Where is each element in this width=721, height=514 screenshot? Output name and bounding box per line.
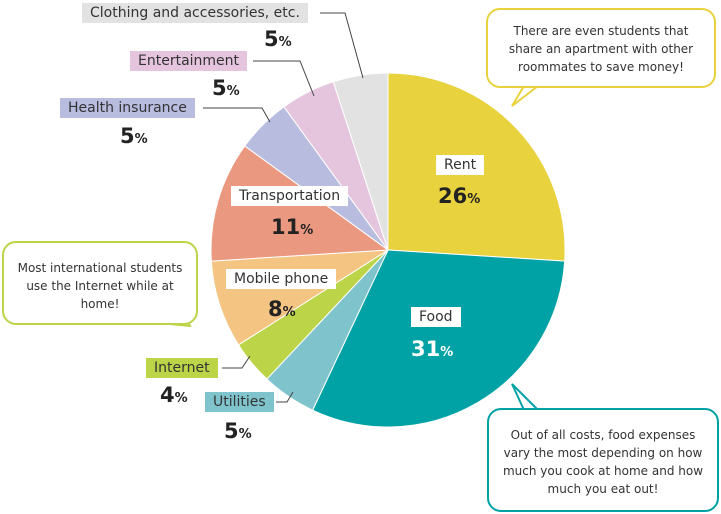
slice-food: [311, 249, 566, 428]
entertainment-percent: 5%: [212, 76, 240, 100]
mobile-percent: 8%: [268, 297, 296, 321]
leader-health: [203, 107, 271, 123]
food-percent: 31%: [411, 337, 454, 361]
rent-label: Rent: [436, 155, 485, 175]
rent-bubble-tail: [511, 85, 539, 107]
transportation-percent: 11%: [271, 215, 314, 239]
food-note-bubble: Out of all costs, food expenses vary the…: [487, 408, 719, 512]
transportation-label: Transportation: [231, 186, 349, 206]
utilities-percent: 5%: [224, 419, 252, 443]
rent-percent: 26%: [438, 184, 481, 208]
leader-clothing: [320, 12, 364, 79]
leader-entertainment: [253, 60, 315, 97]
utilities-label: Utilities: [205, 392, 274, 412]
mobile-label: Mobile phone: [226, 269, 337, 289]
health-percent: 5%: [120, 124, 148, 148]
internet-label: Internet: [146, 358, 218, 378]
food-bubble-tail: [511, 383, 539, 411]
health-label: Health insurance: [60, 98, 195, 118]
rent-note-bubble: There are even students that share an ap…: [486, 8, 716, 88]
leader-internet: [222, 355, 251, 369]
clothing-percent: 5%: [264, 27, 292, 51]
entertainment-label: Entertainment: [130, 51, 248, 71]
internet-percent: 4%: [160, 383, 188, 407]
internet-note-bubble: Most international students use the Inte…: [2, 241, 198, 325]
slice-clothing-and-accessories-etc: [332, 72, 389, 251]
food-label: Food: [411, 307, 461, 327]
leader-utilities: [276, 391, 294, 403]
clothing-label: Clothing and accessories, etc.: [82, 3, 308, 23]
